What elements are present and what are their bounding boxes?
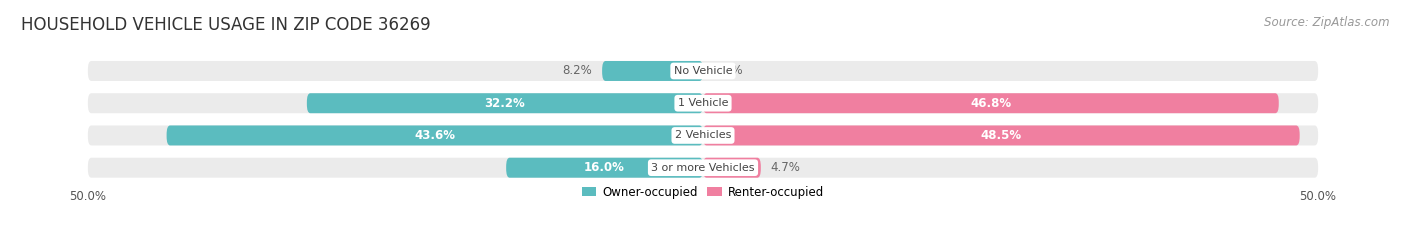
Text: 4.7%: 4.7% [770,161,800,174]
Text: 3 or more Vehicles: 3 or more Vehicles [651,163,755,173]
Text: 43.6%: 43.6% [415,129,456,142]
FancyBboxPatch shape [506,158,703,178]
Text: Source: ZipAtlas.com: Source: ZipAtlas.com [1264,16,1389,29]
Text: 50.0%: 50.0% [69,190,107,203]
FancyBboxPatch shape [703,158,761,178]
FancyBboxPatch shape [87,61,1319,81]
FancyBboxPatch shape [166,125,703,146]
FancyBboxPatch shape [87,125,1319,146]
Legend: Owner-occupied, Renter-occupied: Owner-occupied, Renter-occupied [578,181,828,203]
Text: 0.0%: 0.0% [713,65,742,77]
FancyBboxPatch shape [703,93,1279,113]
Text: 32.2%: 32.2% [485,97,526,110]
Text: 1 Vehicle: 1 Vehicle [678,98,728,108]
FancyBboxPatch shape [602,61,703,81]
Text: 16.0%: 16.0% [583,161,626,174]
FancyBboxPatch shape [703,125,1299,146]
Text: 48.5%: 48.5% [981,129,1022,142]
Text: 50.0%: 50.0% [1299,190,1337,203]
Text: 8.2%: 8.2% [562,65,592,77]
FancyBboxPatch shape [87,93,1319,113]
FancyBboxPatch shape [87,158,1319,178]
Text: HOUSEHOLD VEHICLE USAGE IN ZIP CODE 36269: HOUSEHOLD VEHICLE USAGE IN ZIP CODE 3626… [21,16,430,34]
Text: 46.8%: 46.8% [970,97,1011,110]
Text: 2 Vehicles: 2 Vehicles [675,131,731,140]
Text: No Vehicle: No Vehicle [673,66,733,76]
FancyBboxPatch shape [307,93,703,113]
